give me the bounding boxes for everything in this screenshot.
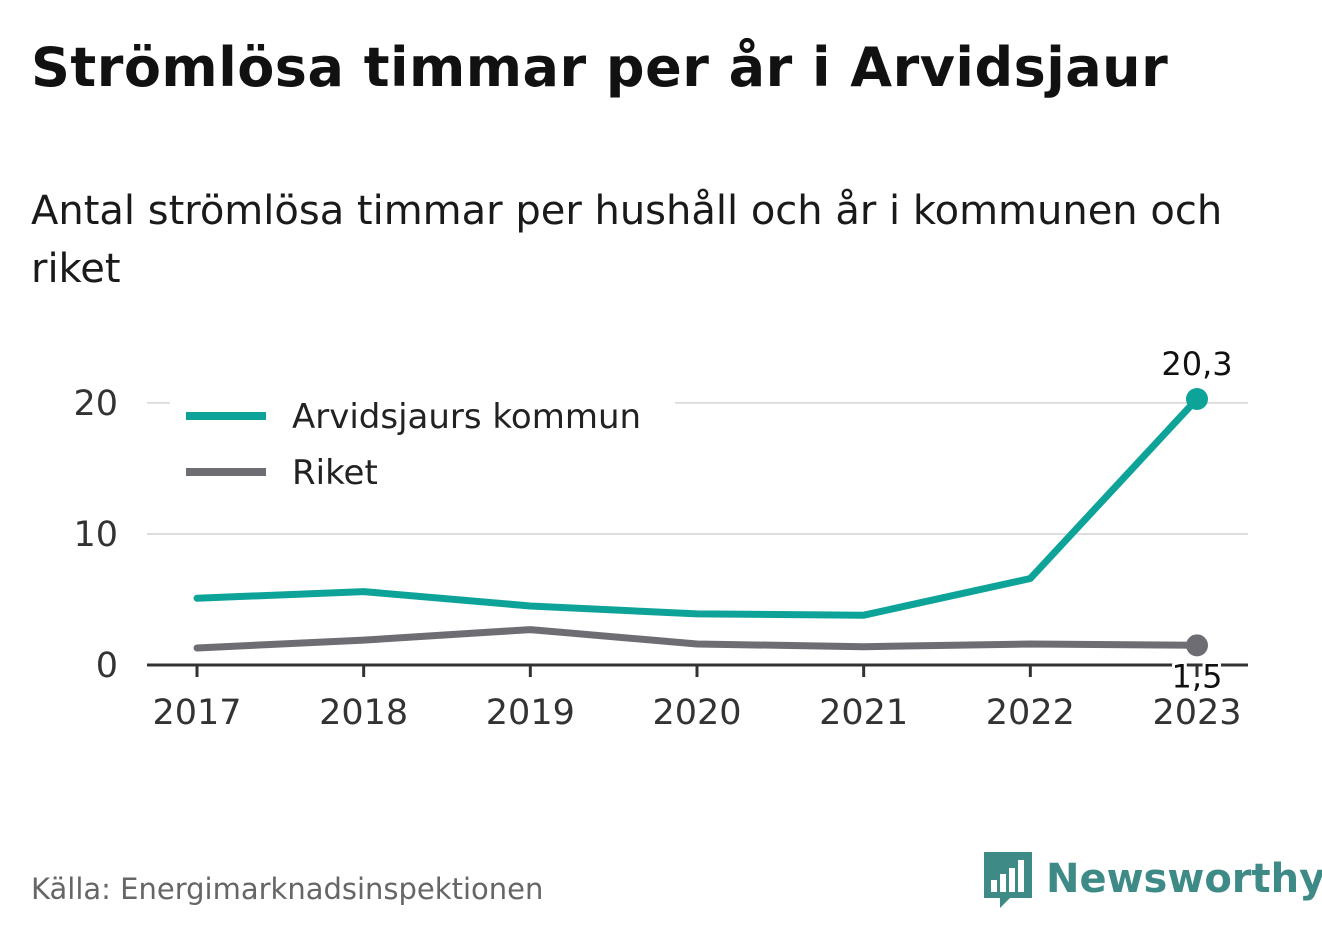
brand-logo: Newsworthy (980, 848, 1322, 910)
legend-label: Arvidsjaurs kommun (292, 397, 641, 437)
series-line (193, 626, 1201, 652)
legend-label: Riket (292, 453, 378, 493)
bar-chart-speech-bubble-icon (984, 852, 1032, 908)
x-tick-label: 2023 (1152, 693, 1241, 733)
y-tick-label: 10 (73, 515, 118, 555)
x-tick-label: 2019 (486, 693, 575, 733)
source-note: Källa: Energimarknadsinspektionen (31, 872, 544, 906)
series-endpoint (1186, 634, 1208, 657)
line-chart: 0 10 20 2017 2018 2019 2020 2021 2022 2023 20,3 1,5… (73, 345, 1248, 733)
series-line (193, 395, 1201, 619)
chart-title: Strömlösa timmar per år i Arvidsjaur (31, 36, 1169, 99)
x-tick-label: 2017 (152, 693, 241, 733)
series-endpoint (1186, 388, 1208, 410)
brand-name: Newsworthy (1046, 856, 1322, 902)
x-tick-label: 2018 (319, 693, 408, 733)
series-end-label: 1,5 (1172, 657, 1223, 695)
legend-background (170, 388, 675, 504)
y-tick-label: 0 (96, 646, 118, 686)
x-tick-label: 2022 (986, 693, 1075, 733)
y-tick-label: 20 (73, 384, 118, 424)
chart-subtitle: Antal strömlösa timmar per hushåll och å… (31, 188, 1223, 292)
x-tick-label: 2020 (652, 693, 741, 733)
series-end-label: 20,3 (1161, 345, 1232, 383)
x-tick-label: 2021 (819, 693, 908, 733)
